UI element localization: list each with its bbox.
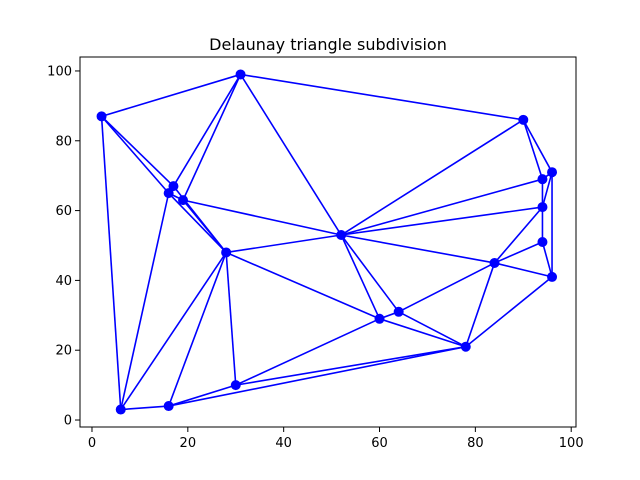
triangulation-edge <box>340 234 400 313</box>
triangulation-edge <box>465 276 553 348</box>
triangulation-edge <box>494 241 543 264</box>
triangulation-edge <box>239 74 342 236</box>
vertex-point <box>235 69 246 80</box>
vertex-point <box>537 174 548 185</box>
triangulation-edge <box>120 252 227 410</box>
triangulation-edge <box>182 199 227 253</box>
triangulation-edge <box>167 252 227 407</box>
y-tick-label: 20 <box>55 344 72 359</box>
triangulation-edge <box>225 252 237 386</box>
triangulation-edge <box>101 73 241 118</box>
vertex-point <box>221 247 232 258</box>
vertex-point <box>460 341 471 352</box>
triangulation-edge <box>240 73 524 121</box>
triangulation-edge <box>541 171 553 208</box>
vertex-point <box>163 401 174 412</box>
x-tick-label: 60 <box>371 436 388 451</box>
vertex-point <box>537 237 548 247</box>
vertex-point <box>168 181 179 192</box>
triangulation-edges <box>100 73 553 411</box>
triangulation-edge <box>340 234 381 320</box>
triangulation-edge <box>100 116 122 410</box>
triangulation-edge <box>235 345 466 386</box>
triangulation-edge <box>398 262 495 313</box>
y-axis: 0 20 40 60 80 100 <box>47 64 80 429</box>
triangulation-edge <box>172 74 242 187</box>
triangulation-edge <box>168 192 227 254</box>
triangulation-edge <box>168 384 236 407</box>
vertex-point <box>547 271 558 282</box>
triangulation-edge <box>522 119 553 173</box>
vertex-point <box>163 188 174 199</box>
vertex-point <box>518 114 529 125</box>
triangulation-edge <box>494 262 553 278</box>
y-tick-label: 0 <box>64 414 72 429</box>
plot-frame <box>79 56 577 428</box>
chart-title: Delaunay triangle subdivision <box>209 35 447 54</box>
y-tick-label: 40 <box>55 274 72 289</box>
triangulation-edge <box>120 405 169 411</box>
vertex-point <box>178 195 189 206</box>
triangulation-edge <box>341 206 543 236</box>
triangulation-edge <box>541 241 553 278</box>
triangulation-edge <box>235 318 380 386</box>
triangulation-edge <box>340 119 524 236</box>
vertex-point <box>230 380 241 391</box>
triangulation-edge <box>398 311 467 348</box>
triangulation-edge <box>225 251 380 320</box>
vertex-point <box>547 167 558 178</box>
triangulation-edge <box>493 206 544 264</box>
x-tick-label: 0 <box>88 436 96 451</box>
triangulation-edge <box>379 318 467 348</box>
vertex-point <box>96 111 107 122</box>
triangulation-edge <box>168 345 466 407</box>
x-tick-label: 80 <box>467 436 484 451</box>
x-tick-label: 100 <box>559 436 584 451</box>
triangulation-edge <box>182 199 342 236</box>
triangulation-edge <box>340 178 543 236</box>
vertex-point <box>489 257 500 268</box>
y-tick-label: 60 <box>55 204 72 219</box>
vertex-points <box>96 69 558 415</box>
vertex-point <box>115 404 126 415</box>
triangulation-edge <box>465 262 496 347</box>
y-tick-label: 80 <box>55 134 72 149</box>
vertex-point <box>393 306 404 317</box>
triangulation-edge <box>341 234 495 264</box>
triangulation-edge <box>226 234 342 254</box>
triangulation-edge <box>182 74 242 201</box>
vertex-point <box>374 313 385 324</box>
triangulation-edge <box>100 115 170 194</box>
vertex-point <box>336 230 347 241</box>
vertex-point <box>537 202 548 213</box>
triangulation-edge <box>522 119 544 180</box>
y-tick-label: 100 <box>47 64 72 79</box>
x-tick-label: 40 <box>275 436 292 451</box>
triangulation-edge <box>119 192 170 410</box>
x-tick-label: 20 <box>180 436 197 451</box>
x-axis: 0 20 40 60 80 100 <box>88 427 584 451</box>
triangulation-edge <box>101 115 175 187</box>
